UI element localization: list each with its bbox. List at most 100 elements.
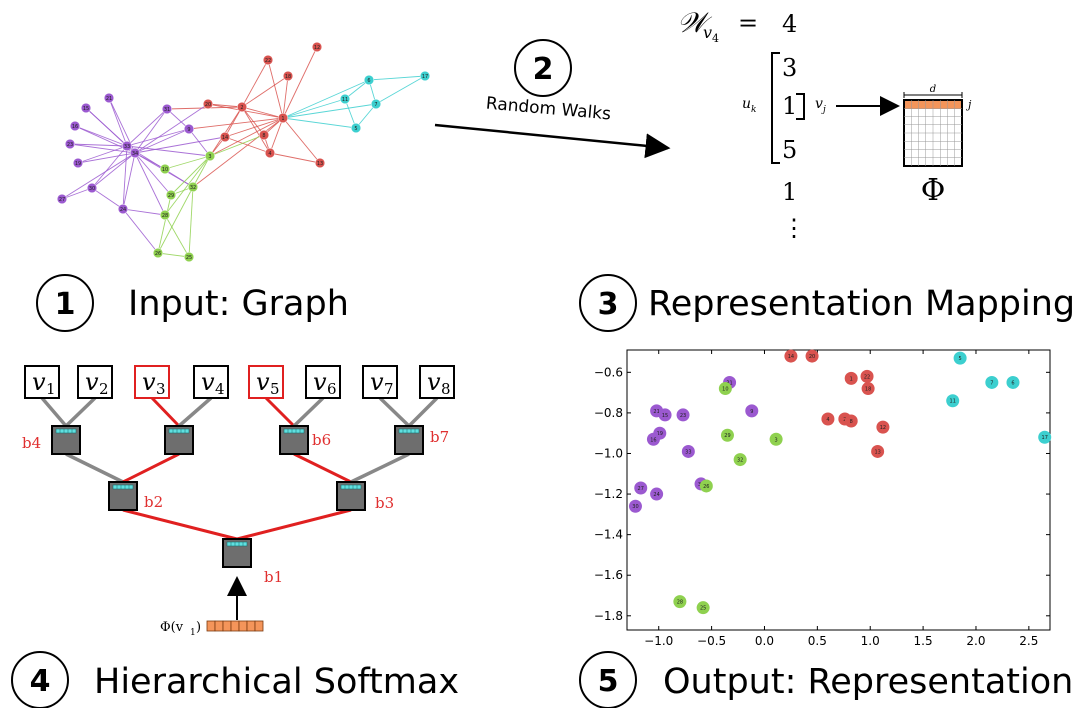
scatter-point-label: 28 xyxy=(677,600,683,606)
graph-edge xyxy=(269,117,284,154)
scatter-point: 3 xyxy=(769,432,783,446)
leaf-box xyxy=(134,365,170,399)
graph-node-label: 10 xyxy=(162,167,168,173)
scatter-point: 7 xyxy=(985,375,999,389)
tree-edge-path xyxy=(264,396,296,428)
graph-edge xyxy=(91,152,136,189)
graph-node: 34 xyxy=(129,147,141,159)
graph-node: 13 xyxy=(314,157,326,169)
scatter-point-label: 9 xyxy=(750,409,753,415)
scatter-point: 24 xyxy=(650,487,664,501)
graph-node-dot xyxy=(277,112,289,124)
graph-node-dot xyxy=(370,98,382,110)
scatter-point-label: 33 xyxy=(685,449,691,455)
graph-node: 4 xyxy=(264,147,276,159)
tree-edge xyxy=(378,396,411,428)
graph-edge xyxy=(188,117,284,130)
scatter-point: 9 xyxy=(745,404,759,418)
scatter-point-dot xyxy=(676,408,690,422)
graph-node-label: 5 xyxy=(354,126,357,132)
graph-edge xyxy=(91,145,128,189)
step-2-label: Random Walks xyxy=(485,94,612,125)
graph-edge xyxy=(375,75,426,105)
scatter-point: 17 xyxy=(1038,430,1052,444)
graph-node: 27 xyxy=(56,193,68,205)
node-label-b1: b1 xyxy=(264,568,283,586)
graph-node-label: 31 xyxy=(164,107,170,113)
graph-edge xyxy=(192,117,284,188)
scatter-point-label: 32 xyxy=(737,458,743,464)
graph-node-label: 33 xyxy=(124,144,130,150)
scatter-point: 4 xyxy=(821,412,835,426)
graph-edge xyxy=(85,107,128,147)
softmax-node xyxy=(164,425,194,455)
y-tick-label: −1.6 xyxy=(594,568,623,582)
scatter-point-label: 16 xyxy=(650,437,656,443)
graph-node-dot xyxy=(129,147,141,159)
j-label: j xyxy=(965,98,972,111)
graph-node-label: 8 xyxy=(262,133,265,139)
graph-node-label: 32 xyxy=(190,185,196,191)
graph-node: 1 xyxy=(277,112,289,124)
scatter-point-dot xyxy=(628,499,642,513)
graph-edge xyxy=(91,187,124,210)
graph-node-dot xyxy=(86,182,98,194)
graph-node: 19 xyxy=(72,157,84,169)
graph-edge xyxy=(166,106,243,110)
scatter-point-dot xyxy=(821,412,835,426)
graph-node-label: 23 xyxy=(67,142,73,148)
softmax-node-vector xyxy=(340,484,362,490)
graph-node-dot xyxy=(236,101,248,113)
scatter-point: 11 xyxy=(946,394,960,408)
leaf-box xyxy=(419,365,455,399)
graph-node-dot xyxy=(161,103,173,115)
graph-node-dot xyxy=(282,70,294,82)
scatter-point-dot xyxy=(745,404,759,418)
tree-edge xyxy=(65,452,124,484)
softmax-node xyxy=(279,425,309,455)
scatter-points: 1420122184281213576111731921152319163334… xyxy=(628,349,1052,615)
scatter-point-label: 13 xyxy=(874,449,880,455)
graph-edge xyxy=(282,117,357,129)
input-vector-cell xyxy=(238,620,248,632)
graph-edge xyxy=(209,117,284,157)
u-k-label: u xyxy=(742,96,751,112)
window-left-bracket xyxy=(771,52,780,164)
leaf-label: v xyxy=(256,368,270,396)
scatter-point: 18 xyxy=(861,382,875,396)
leaf-subscript: 1 xyxy=(46,380,56,398)
graph-edge xyxy=(192,155,211,188)
scatter-point: 16 xyxy=(646,432,660,446)
scatter-point-label: 5 xyxy=(959,356,962,362)
v-j-label: v xyxy=(815,96,823,112)
v-j-subscript: j xyxy=(821,105,826,115)
graph-node: 12 xyxy=(311,41,323,53)
graph-edge xyxy=(368,75,426,81)
scatter-point-label: 31 xyxy=(726,380,732,386)
graph-node-label: 12 xyxy=(314,45,320,51)
tree-edge-path xyxy=(122,452,180,484)
graph-node: 30 xyxy=(86,182,98,194)
scatter-point-dot xyxy=(696,601,710,615)
leaf-label: v xyxy=(142,368,156,396)
graph-node-label: 16 xyxy=(72,124,78,130)
step-3-label: Representation Mapping xyxy=(648,284,1075,324)
softmax-node-vector xyxy=(112,484,134,490)
scatter-point-label: 11 xyxy=(950,399,956,405)
scatter-point-dot xyxy=(650,487,664,501)
scatter-point-label: 26 xyxy=(703,484,709,490)
node-label-b7: b7 xyxy=(430,428,449,446)
scatter-point: 1 xyxy=(844,371,858,385)
x-tick-label: 1.0 xyxy=(861,634,880,648)
x-tick-label: 1.5 xyxy=(914,634,933,648)
scatter-point-dot xyxy=(769,432,783,446)
graph-edge xyxy=(126,108,168,147)
graph-edge xyxy=(134,152,166,216)
graph-node-dot xyxy=(350,122,362,134)
random-walk-arrow xyxy=(434,123,671,159)
